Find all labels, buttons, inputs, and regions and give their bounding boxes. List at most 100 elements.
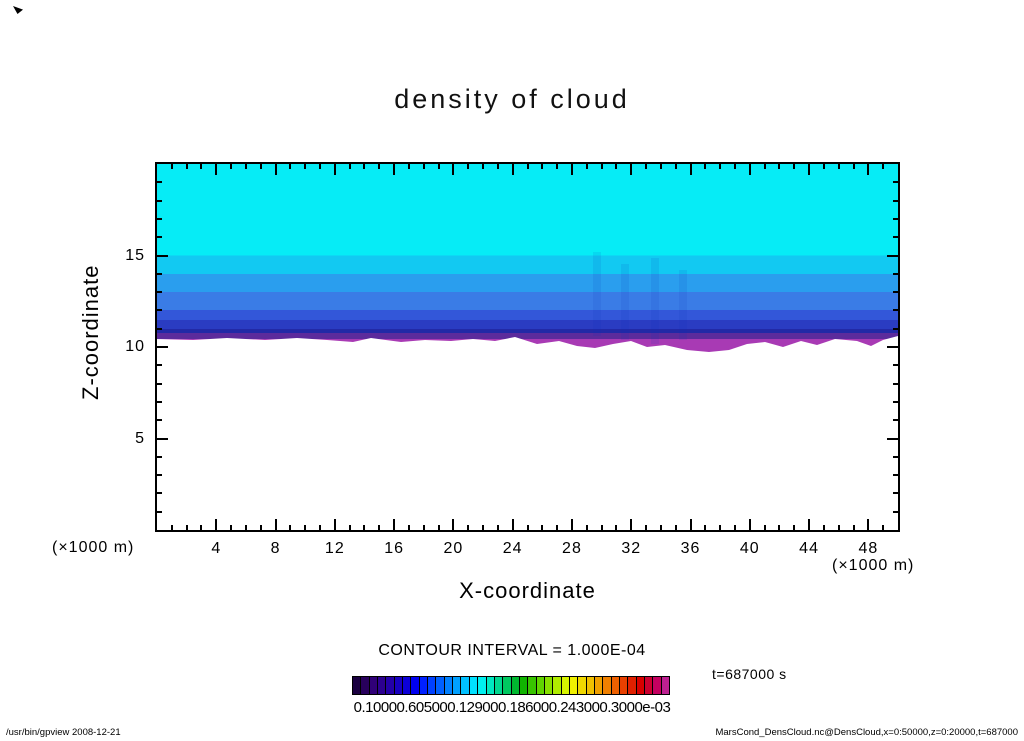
colorbar-segment: [661, 677, 670, 694]
axis-tick: [407, 164, 410, 169]
axis-tick: [482, 164, 485, 169]
axis-tick: [645, 164, 648, 169]
x-tick-label: 40: [739, 540, 760, 557]
axis-tick: [437, 525, 440, 530]
axis-tick: [822, 164, 825, 169]
axis-tick: [837, 164, 840, 169]
axis-tick: [496, 525, 499, 530]
axis-tick: [422, 525, 425, 530]
axis-tick: [893, 199, 898, 202]
axis-tick: [259, 164, 262, 169]
colorbar-segment: [453, 677, 462, 694]
footer-command-line: /usr/bin/gpview 2008-12-21: [6, 727, 121, 738]
colorbar-segment: [469, 677, 479, 694]
axis-tick: [452, 164, 455, 175]
colorbar-tick-labels: 0.10000.605000.129000.186000.243000.3000…: [353, 699, 671, 716]
colorbar-segment: [536, 677, 545, 694]
axis-tick: [733, 164, 736, 169]
axis-tick: [348, 164, 351, 169]
colorbar-segment: [636, 677, 646, 694]
axis-tick: [157, 236, 162, 239]
axis-tick: [157, 346, 168, 348]
axis-tick: [333, 164, 336, 175]
axis-tick: [893, 309, 898, 312]
axis-tick: [893, 217, 898, 220]
x-axis-label: X-coordinate: [459, 578, 596, 603]
axis-tick: [689, 519, 692, 530]
axis-tick: [600, 525, 603, 530]
colorbar-segment: [578, 677, 587, 694]
axis-tick: [793, 164, 796, 169]
colorbar-segment: [544, 677, 554, 694]
axis-tick: [348, 525, 351, 530]
colorbar-segment: [553, 677, 562, 694]
axis-tick: [526, 164, 529, 169]
axis-tick: [837, 525, 840, 530]
axis-tick: [808, 164, 811, 175]
colorbar-segment: [569, 677, 579, 694]
plot-frame: [155, 162, 900, 532]
axis-tick: [157, 327, 162, 330]
x-tick-labels: 4 8 12 16 20 24 28 32 36 40 44 48: [157, 540, 898, 560]
axis-tick: [887, 437, 898, 440]
colorbar-segment: [411, 677, 420, 694]
axis-tick: [556, 525, 559, 530]
axis-tick: [556, 164, 559, 169]
axis-tick: [185, 525, 188, 530]
x-tick-label: 8: [270, 540, 281, 557]
colorbar-segment: [511, 677, 520, 694]
y-tick-label: 10: [125, 338, 145, 355]
axis-tick: [230, 164, 233, 169]
axis-tick: [674, 525, 677, 530]
axis-tick: [570, 519, 573, 530]
axis-tick: [157, 382, 162, 385]
x-tick-label: 16: [384, 540, 404, 557]
axis-tick: [157, 364, 162, 367]
axis-tick: [630, 164, 633, 175]
axis-tick: [778, 164, 781, 169]
axis-tick: [244, 525, 247, 530]
y-tick-label: 15: [125, 246, 145, 264]
axis-tick: [157, 199, 162, 202]
tick-layer: [157, 164, 898, 530]
axis-tick: [748, 164, 751, 175]
colorbar-segment: [645, 677, 654, 694]
colorbar-segment: [594, 677, 604, 694]
axis-tick: [200, 164, 203, 169]
axis-tick: [585, 525, 588, 530]
axis-tick: [215, 164, 218, 175]
axis-tick: [511, 164, 514, 175]
colorbar-segment: [386, 677, 395, 694]
axis-tick: [467, 525, 470, 530]
axis-tick: [704, 164, 707, 169]
colorbar-segment: [528, 677, 537, 694]
axis-tick: [170, 525, 173, 530]
axis-tick: [157, 474, 162, 477]
axis-tick: [852, 525, 855, 530]
colorbar-segment: [611, 677, 620, 694]
axis-tick: [674, 164, 677, 169]
axis-tick: [185, 164, 188, 169]
colorbar-segment: [461, 677, 470, 694]
colorbar-segment: [403, 677, 412, 694]
axis-tick: [157, 400, 162, 403]
x-tick-label: 4: [211, 540, 222, 557]
colorbar-segment: [561, 677, 570, 694]
axis-tick: [467, 164, 470, 169]
axis-tick: [659, 164, 662, 169]
axis-tick: [230, 525, 233, 530]
axis-tick: [893, 492, 898, 495]
axis-tick: [893, 327, 898, 330]
colorbar-segment: [620, 677, 629, 694]
colorbar-segment: [628, 677, 637, 694]
axis-tick: [452, 519, 455, 530]
x-axis-unit: (×1000 m): [832, 557, 915, 574]
axis-tick: [157, 492, 162, 495]
axis-tick: [363, 164, 366, 169]
axis-tick: [289, 164, 292, 169]
colorbar-segment: [478, 677, 487, 694]
x-tick-label: 12: [324, 540, 345, 557]
colorbar-segment: [353, 677, 362, 694]
x-tick-label: 32: [621, 540, 642, 557]
